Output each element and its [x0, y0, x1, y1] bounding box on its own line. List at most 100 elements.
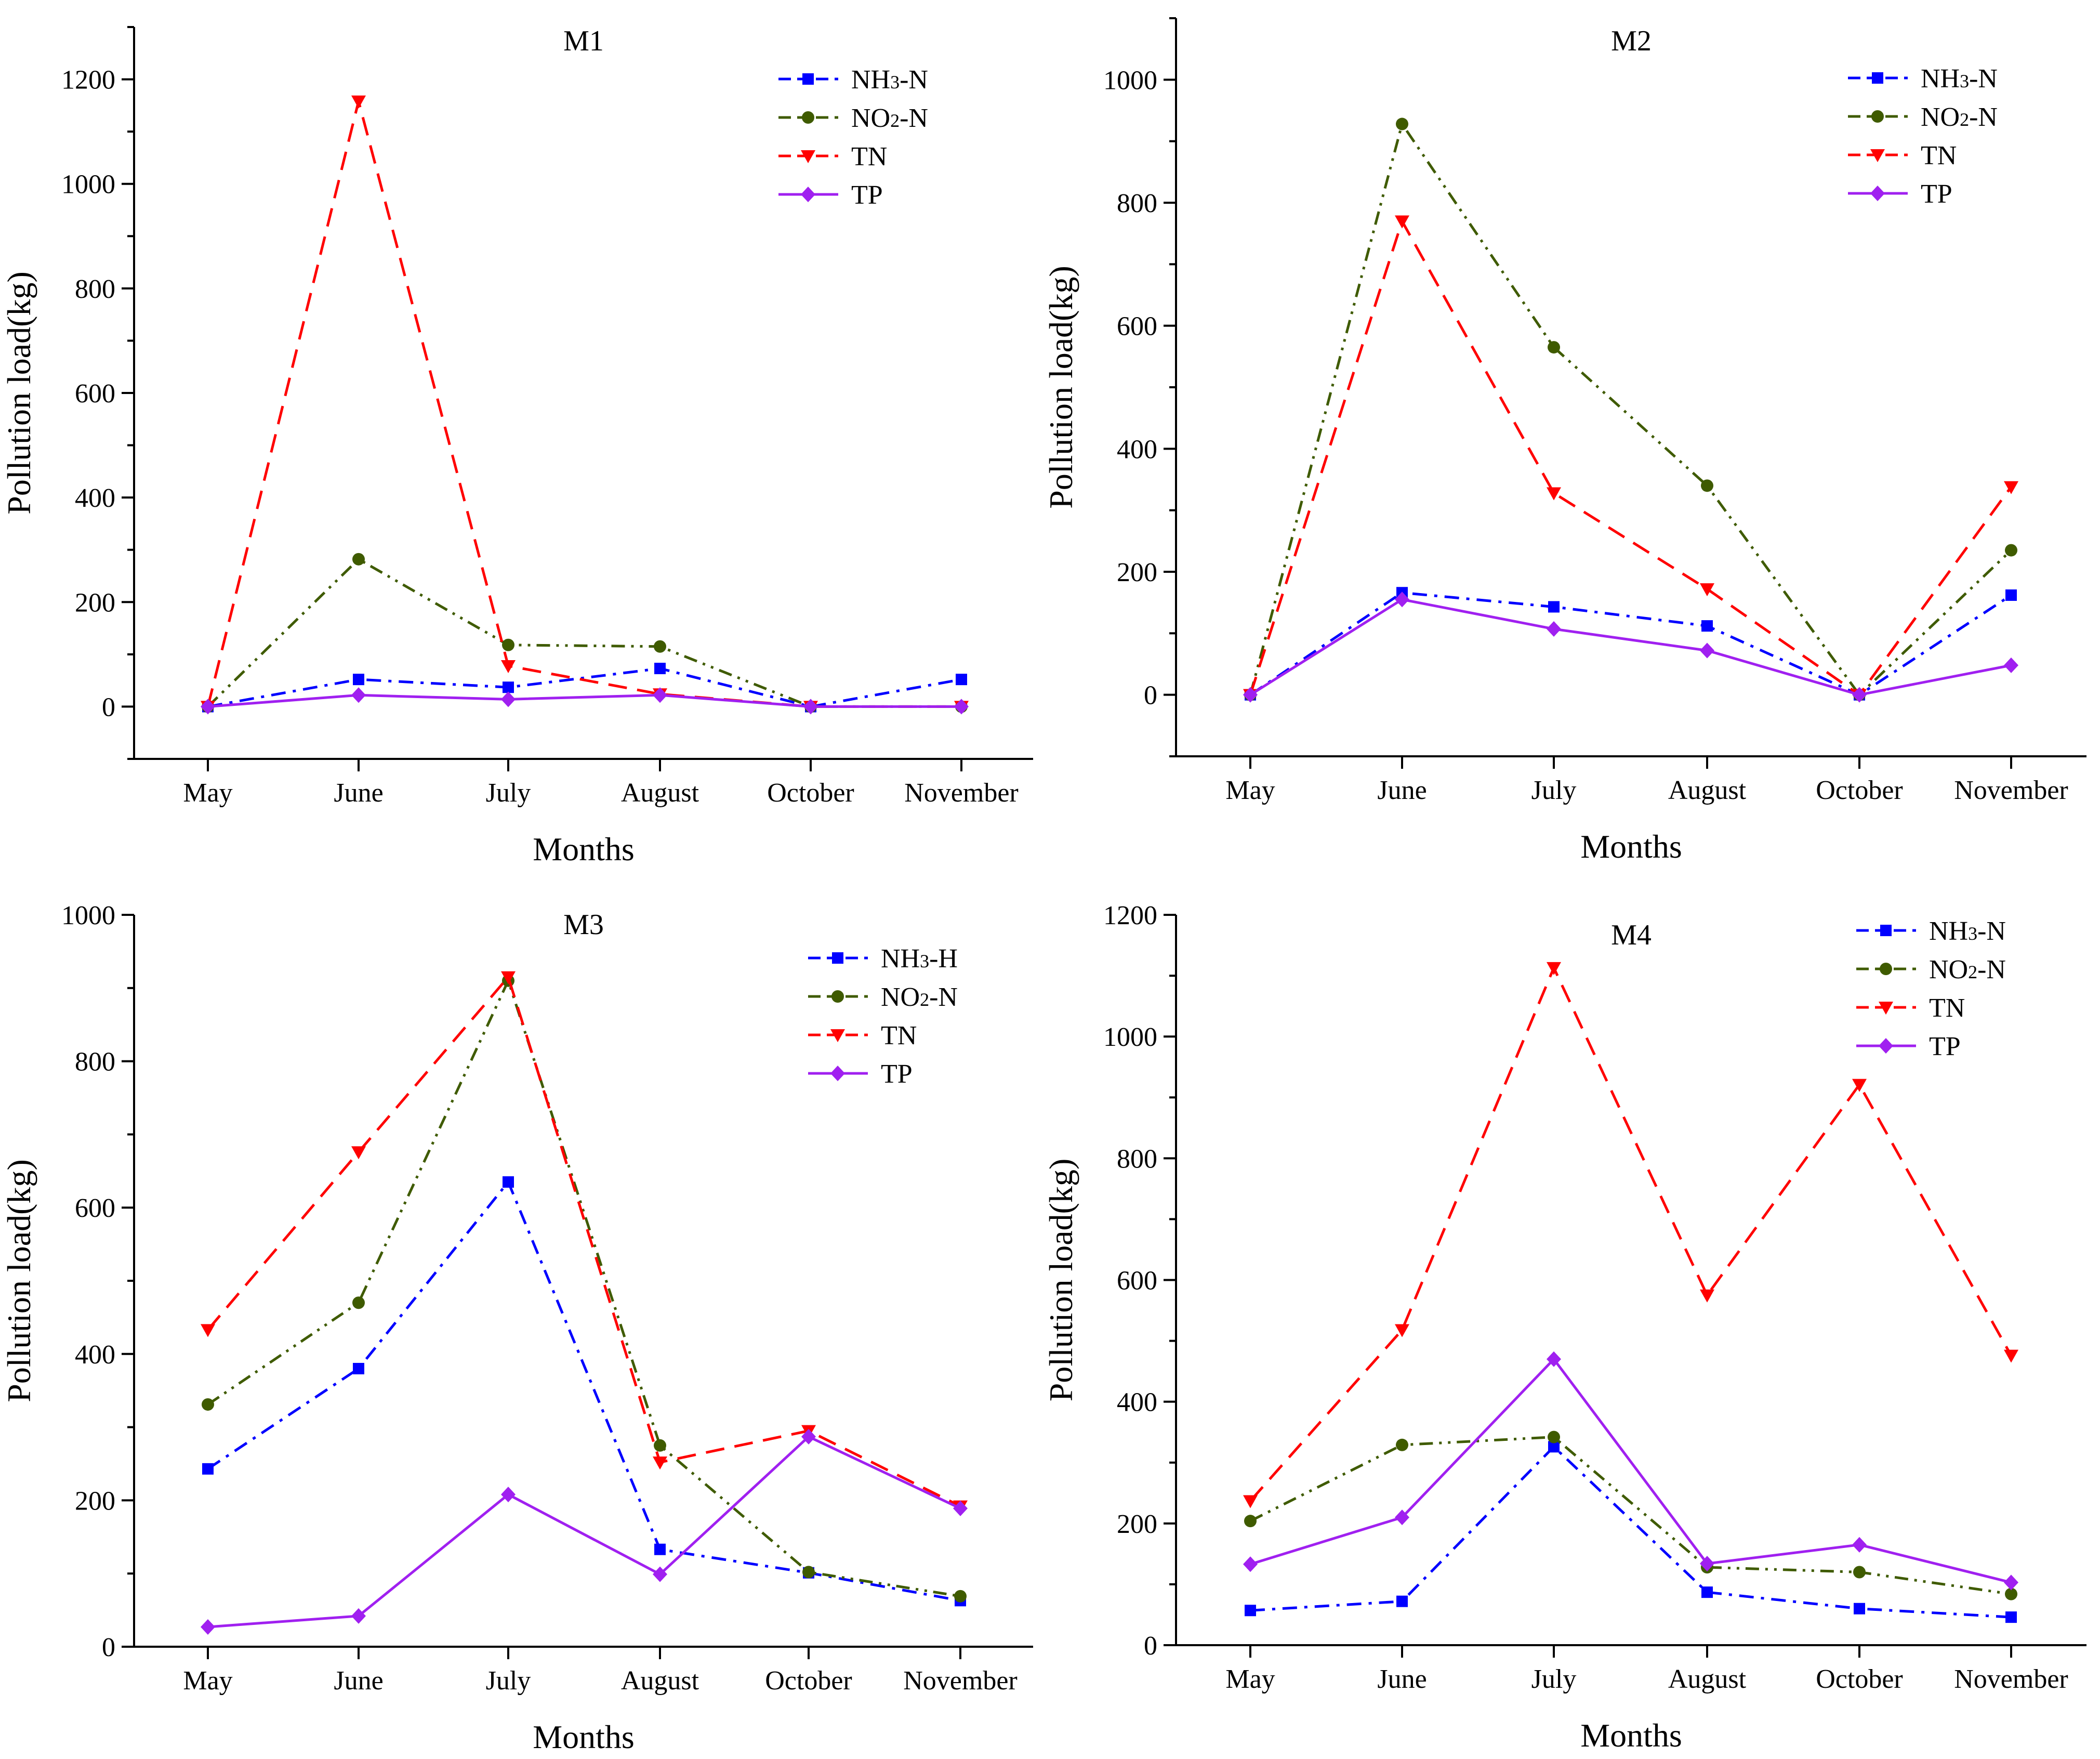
data-point — [201, 1324, 215, 1337]
y-tick-label: 0 — [102, 1633, 115, 1662]
y-axis-title: Pollution load(kg) — [1042, 1159, 1079, 1402]
legend-label-no2-n: NO2-N — [1929, 955, 2006, 984]
series-no2-n — [202, 974, 967, 1603]
data-point — [1547, 621, 1561, 637]
y-tick-label: 400 — [75, 1340, 115, 1370]
data-point — [953, 1500, 968, 1516]
legend-label-no2-n: NO2-N — [881, 982, 958, 1012]
data-point — [352, 553, 365, 566]
legend-marker — [801, 187, 815, 202]
x-tick-label-november: November — [904, 778, 1018, 808]
data-point — [1852, 1537, 1867, 1553]
y-tick-label: 1000 — [1103, 1022, 1157, 1052]
legend-marker — [1870, 149, 1885, 162]
data-point — [1396, 1595, 1408, 1607]
data-point — [2005, 1587, 2017, 1600]
data-point — [1852, 1079, 1867, 1092]
legend-label-tn: TN — [851, 142, 887, 172]
y-tick-label: 800 — [75, 274, 115, 304]
legend-marker — [832, 952, 843, 964]
y-tick-label: 1000 — [61, 170, 115, 200]
y-tick-label: 600 — [75, 1193, 115, 1223]
y-tick-label: 0 — [1144, 1631, 1157, 1661]
legend-marker — [802, 111, 814, 124]
x-tick-label-august: August — [1668, 1664, 1747, 1694]
data-point — [956, 674, 967, 686]
x-tick-label-may: May — [183, 1666, 232, 1696]
legend-label-nh3-h: NH3-H — [881, 944, 958, 974]
panel-title: M3 — [563, 909, 604, 941]
data-point — [1547, 1351, 1561, 1367]
data-point — [1853, 1566, 1866, 1579]
series-tp — [1243, 1351, 2018, 1591]
series-line — [1249, 598, 2012, 697]
data-point — [353, 674, 364, 686]
data-point — [1854, 1603, 1865, 1614]
x-tick-label-july: July — [486, 1666, 531, 1696]
series-nh3-n — [202, 663, 967, 713]
data-point — [1396, 1438, 1408, 1451]
x-tick-label-may: May — [1225, 776, 1275, 805]
legend-marker — [830, 1066, 845, 1081]
x-tick-label-june: June — [334, 778, 383, 808]
series-line — [207, 1179, 961, 1602]
series-no2-n — [202, 553, 968, 713]
x-tick-label-june: June — [334, 1666, 383, 1696]
x-tick-label-july: July — [486, 778, 531, 808]
y-tick-label: 800 — [1117, 189, 1157, 218]
y-tick-label: 600 — [75, 379, 115, 409]
legend-marker — [802, 73, 814, 85]
data-point — [654, 1439, 666, 1452]
data-point — [1395, 592, 1409, 608]
y-tick-label: 1000 — [61, 901, 115, 930]
y-axis-title: Pollution load(kg) — [1, 271, 37, 515]
data-point — [351, 1608, 366, 1624]
data-point — [1700, 583, 1714, 597]
legend: NH3-N NO2-N TN TP — [1848, 64, 1998, 209]
legend-marker — [1879, 1038, 1893, 1054]
y-axis-title: Pollution load(kg) — [1042, 266, 1079, 509]
data-point — [2004, 1349, 2018, 1363]
y-tick-label: 1000 — [1103, 65, 1157, 95]
series-line — [207, 977, 961, 1598]
x-tick-label-june: June — [1377, 776, 1427, 805]
y-tick-label: 400 — [75, 483, 115, 513]
data-point — [352, 1296, 365, 1309]
x-tick-label-may: May — [183, 778, 232, 808]
legend-label-tp: TP — [1929, 1032, 1961, 1061]
x-tick-label-october: October — [765, 1666, 852, 1696]
y-tick-label: 400 — [1117, 435, 1157, 464]
data-point — [351, 687, 366, 703]
data-point — [954, 699, 969, 715]
data-point — [1700, 1556, 1714, 1572]
series-line — [207, 1435, 961, 1629]
data-point — [201, 1619, 215, 1635]
data-point — [353, 1362, 364, 1374]
panel-title: M4 — [1611, 919, 1652, 951]
chart-panel-m2: 0 200 400 600 800 1000 May June July August Octobe… — [1042, 17, 2086, 865]
data-point — [1701, 1586, 1713, 1598]
data-point — [1548, 601, 1560, 613]
data-point — [2005, 1611, 2017, 1623]
data-point — [501, 660, 516, 673]
legend-label-tn: TN — [881, 1021, 917, 1051]
data-point — [2004, 657, 2018, 673]
legend-marker — [1879, 1002, 1893, 1015]
y-tick-label: 200 — [1117, 558, 1157, 587]
data-point — [1243, 1495, 1258, 1508]
data-point — [654, 1543, 666, 1555]
series-tp — [1243, 592, 2018, 703]
series-line — [207, 974, 961, 1507]
series-line — [1249, 218, 2013, 697]
series-no2-n — [1244, 1430, 2017, 1600]
legend-label-nh3-n: NH3-N — [851, 65, 928, 95]
legend-marker — [1880, 925, 1892, 936]
data-point — [1547, 962, 1561, 975]
series-line — [207, 667, 962, 708]
data-point — [1700, 1289, 1714, 1303]
data-point — [653, 1456, 667, 1470]
x-axis-title: Months — [533, 831, 635, 868]
y-tick-label: 0 — [1144, 681, 1157, 711]
series-line — [206, 101, 961, 708]
